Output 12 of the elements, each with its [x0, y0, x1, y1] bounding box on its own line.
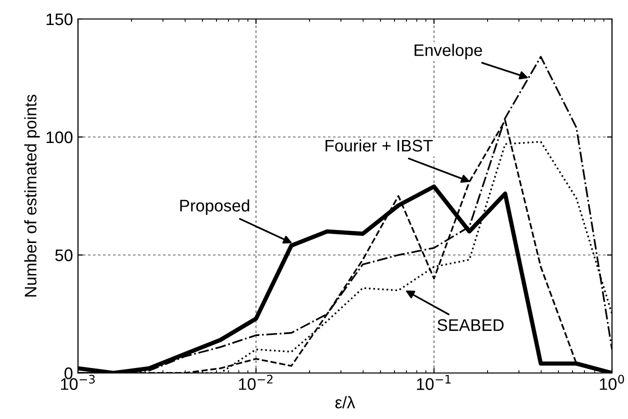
y-tick-label: 50	[55, 249, 72, 262]
x-tick-label: 10$^{0}$	[600, 374, 624, 390]
x-tick-label: 10$^{−1}$	[417, 374, 451, 390]
annotation: SEABED	[438, 319, 504, 331]
y-tick-label: 150	[46, 13, 72, 26]
annotation: Fourier + IBST	[326, 139, 433, 152]
annotation: Envelope	[414, 44, 482, 60]
y-tick-label: 100	[46, 131, 72, 144]
x-tick-label: 10$^{−2}$	[239, 374, 272, 390]
annotation: Proposed	[180, 199, 250, 215]
y-axis-title: Number of estimated points	[24, 94, 40, 297]
x-axis-title: ε/λ	[335, 396, 356, 408]
